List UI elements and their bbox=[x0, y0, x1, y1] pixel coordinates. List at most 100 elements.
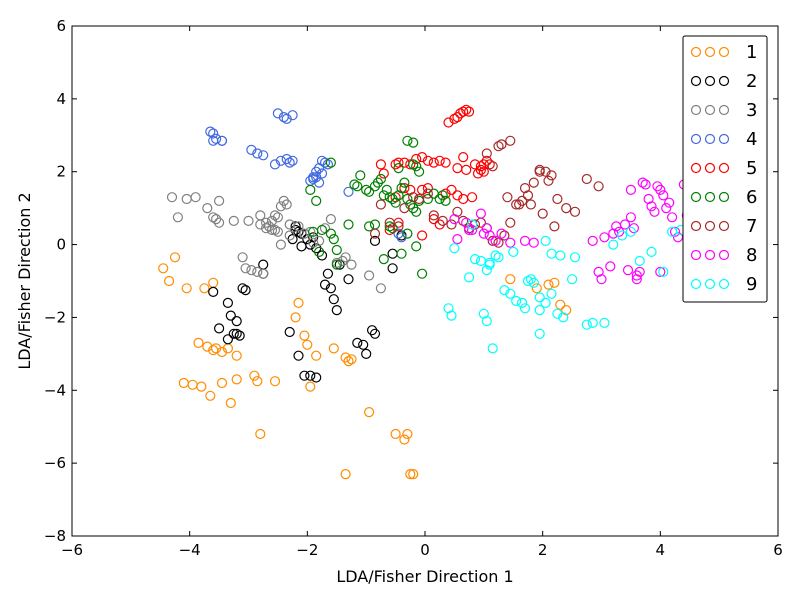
data-point-series-5 bbox=[452, 190, 463, 201]
x-axis-label: LDA/Fisher Direction 1 bbox=[336, 567, 513, 586]
data-point-series-5 bbox=[440, 188, 451, 199]
data-point-series-8 bbox=[452, 234, 463, 245]
legend-marker bbox=[690, 46, 702, 58]
data-point-series-8 bbox=[484, 230, 495, 241]
y-tick-label: −6 bbox=[44, 454, 66, 472]
data-point-series-2 bbox=[308, 232, 319, 243]
data-point-series-4 bbox=[311, 166, 322, 177]
data-point-series-2 bbox=[225, 310, 236, 321]
legend-marker bbox=[704, 162, 716, 174]
data-point-series-1 bbox=[390, 428, 401, 440]
data-point-series-2 bbox=[369, 328, 381, 339]
legend-box bbox=[682, 35, 768, 303]
data-point-series-4 bbox=[211, 133, 222, 144]
data-point-series-4 bbox=[316, 168, 328, 179]
legend-label: 5 bbox=[746, 158, 757, 179]
data-point-series-1 bbox=[231, 350, 242, 361]
data-point-series-8 bbox=[449, 214, 460, 225]
data-point-series-1 bbox=[169, 252, 181, 263]
data-point-series-5 bbox=[434, 155, 445, 166]
data-point-series-2 bbox=[358, 339, 369, 350]
data-point-series-7 bbox=[543, 175, 554, 186]
data-point-series-7 bbox=[499, 230, 510, 241]
data-point-series-6 bbox=[325, 228, 336, 239]
data-point-series-5 bbox=[393, 157, 404, 168]
data-point-series-8 bbox=[658, 190, 669, 201]
data-point-series-5 bbox=[417, 184, 428, 195]
data-point-series-2 bbox=[293, 350, 304, 361]
data-point-series-6 bbox=[414, 166, 425, 177]
data-point-series-1 bbox=[249, 370, 260, 381]
data-point-series-6 bbox=[343, 219, 354, 230]
data-point-series-1 bbox=[205, 390, 216, 401]
legend-marker bbox=[718, 162, 730, 174]
data-point-series-6 bbox=[305, 184, 316, 195]
data-point-series-5 bbox=[384, 224, 395, 236]
data-point-series-1 bbox=[531, 283, 542, 294]
data-point-series-8 bbox=[634, 266, 645, 277]
data-point-series-3 bbox=[243, 215, 254, 226]
legend-label: 6 bbox=[746, 187, 757, 208]
data-point-series-2 bbox=[331, 305, 342, 316]
legend-entry-1: 1 bbox=[690, 42, 757, 63]
data-point-series-4 bbox=[311, 172, 322, 183]
data-point-series-3 bbox=[261, 217, 272, 228]
data-point-series-7 bbox=[487, 161, 498, 172]
data-point-series-4 bbox=[281, 153, 292, 165]
data-point-series-5 bbox=[467, 192, 478, 203]
data-point-series-1 bbox=[561, 305, 572, 316]
data-point-series-8 bbox=[625, 184, 637, 195]
x-tick-label: 4 bbox=[656, 541, 666, 559]
data-point-series-9 bbox=[481, 265, 492, 276]
x-tick-label: −2 bbox=[296, 541, 318, 559]
data-point-series-3 bbox=[340, 252, 351, 263]
data-point-series-5 bbox=[390, 192, 401, 203]
data-point-series-2 bbox=[214, 323, 225, 334]
data-point-series-5 bbox=[461, 104, 472, 115]
data-point-series-1 bbox=[225, 397, 236, 409]
data-point-series-2 bbox=[387, 263, 398, 274]
data-point-series-2 bbox=[361, 348, 372, 359]
data-point-series-2 bbox=[287, 234, 298, 245]
data-point-series-5 bbox=[375, 159, 386, 170]
data-point-series-6 bbox=[437, 190, 448, 201]
data-point-series-1 bbox=[255, 428, 266, 440]
data-point-series-1 bbox=[549, 277, 560, 288]
data-point-series-7 bbox=[581, 173, 592, 185]
data-point-series-2 bbox=[237, 283, 248, 294]
data-point-series-1 bbox=[328, 343, 339, 354]
x-tick-label: −6 bbox=[61, 541, 83, 559]
data-point-series-9 bbox=[581, 319, 592, 330]
data-point-series-3 bbox=[375, 283, 386, 294]
data-point-series-8 bbox=[619, 219, 631, 230]
data-point-series-2 bbox=[305, 370, 316, 381]
data-point-series-7 bbox=[428, 210, 439, 221]
data-point-series-5 bbox=[452, 163, 463, 174]
legend-entry-7: 7 bbox=[690, 216, 757, 237]
data-point-series-6 bbox=[331, 244, 342, 256]
data-point-series-8 bbox=[461, 217, 472, 228]
data-point-series-4 bbox=[396, 232, 407, 243]
data-point-series-8 bbox=[666, 212, 678, 223]
data-point-series-8 bbox=[631, 274, 642, 285]
data-point-series-4 bbox=[319, 157, 331, 168]
data-point-series-8 bbox=[655, 266, 666, 277]
data-point-series-1 bbox=[290, 312, 301, 323]
data-point-series-7 bbox=[569, 206, 581, 217]
data-point-series-3 bbox=[258, 268, 269, 279]
y-tick-label: 0 bbox=[56, 236, 66, 254]
data-point-series-5 bbox=[481, 155, 492, 166]
data-point-series-9 bbox=[525, 274, 537, 285]
data-point-series-7 bbox=[549, 221, 560, 232]
data-point-series-9 bbox=[552, 308, 563, 319]
legend: 1 2 3 4 5 6 7 8 9 bbox=[682, 35, 768, 303]
data-point-series-9 bbox=[487, 343, 498, 354]
data-point-series-9 bbox=[558, 312, 569, 323]
data-point-series-1 bbox=[343, 356, 354, 367]
data-point-series-7 bbox=[593, 181, 604, 192]
data-point-series-3 bbox=[293, 221, 304, 232]
data-point-series-9 bbox=[625, 226, 637, 237]
data-point-series-6 bbox=[308, 226, 319, 237]
data-point-series-7 bbox=[384, 217, 395, 228]
data-point-series-9 bbox=[646, 246, 657, 257]
